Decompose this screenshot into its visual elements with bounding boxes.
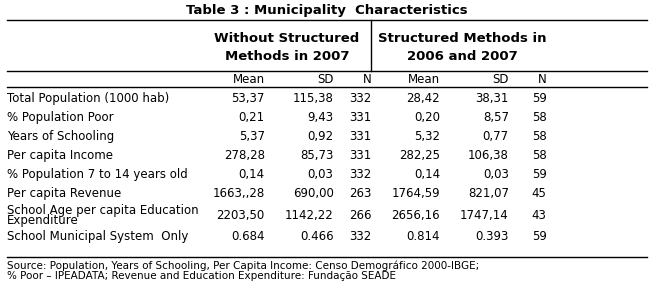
Text: School Municipal System  Only: School Municipal System Only (7, 230, 188, 243)
Text: 2203,50: 2203,50 (216, 209, 265, 222)
Text: 0,77: 0,77 (483, 130, 509, 143)
Text: 2656,16: 2656,16 (392, 209, 440, 222)
Text: 28,42: 28,42 (407, 92, 440, 105)
Text: N: N (538, 72, 547, 86)
Text: Source: Population, Years of Schooling, Per Capita Income: Censo Demográfico 200: Source: Population, Years of Schooling, … (7, 261, 479, 271)
Text: SD: SD (492, 72, 509, 86)
Text: 9,43: 9,43 (307, 111, 334, 124)
Text: 45: 45 (532, 187, 547, 200)
Text: 43: 43 (532, 209, 547, 222)
Text: 331: 331 (349, 111, 371, 124)
Text: 0.466: 0.466 (300, 230, 334, 243)
Text: 332: 332 (349, 168, 371, 181)
Text: 53,37: 53,37 (232, 92, 265, 105)
Text: 0,92: 0,92 (307, 130, 334, 143)
Text: 5,37: 5,37 (239, 130, 265, 143)
Text: % Population Poor: % Population Poor (7, 111, 113, 124)
Text: Methods in 2007: Methods in 2007 (225, 50, 349, 63)
Text: 5,32: 5,32 (414, 130, 440, 143)
Text: 266: 266 (349, 209, 371, 222)
Text: 690,00: 690,00 (293, 187, 334, 200)
Text: Total Population (1000 hab): Total Population (1000 hab) (7, 92, 169, 105)
Text: 58: 58 (532, 130, 547, 143)
Text: 1663,,28: 1663,,28 (213, 187, 265, 200)
Text: 1764,59: 1764,59 (392, 187, 440, 200)
Text: Years of Schooling: Years of Schooling (7, 130, 114, 143)
Text: 59: 59 (532, 92, 547, 105)
Text: Structured Methods in: Structured Methods in (378, 32, 547, 45)
Text: Without Structured: Without Structured (215, 32, 360, 45)
Text: 0,21: 0,21 (239, 111, 265, 124)
Text: 0,20: 0,20 (414, 111, 440, 124)
Text: 59: 59 (532, 168, 547, 181)
Text: 331: 331 (349, 149, 371, 162)
Text: 115,38: 115,38 (293, 92, 334, 105)
Text: Expenditure: Expenditure (7, 214, 78, 227)
Text: 1142,22: 1142,22 (284, 209, 334, 222)
Text: 8,57: 8,57 (483, 111, 509, 124)
Text: % Population 7 to 14 years old: % Population 7 to 14 years old (7, 168, 187, 181)
Text: 821,07: 821,07 (468, 187, 509, 200)
Text: Per capita Income: Per capita Income (7, 149, 112, 162)
Text: 332: 332 (349, 230, 371, 243)
Text: N: N (363, 72, 371, 86)
Text: 331: 331 (349, 130, 371, 143)
Text: 282,25: 282,25 (399, 149, 440, 162)
Text: Per capita Revenue: Per capita Revenue (7, 187, 121, 200)
Text: 0,14: 0,14 (414, 168, 440, 181)
Text: SD: SD (317, 72, 334, 86)
Text: 0,03: 0,03 (483, 168, 509, 181)
Text: 2006 and 2007: 2006 and 2007 (407, 50, 518, 63)
Text: 332: 332 (349, 92, 371, 105)
Text: 85,73: 85,73 (300, 149, 334, 162)
Text: 58: 58 (532, 111, 547, 124)
Text: 0,03: 0,03 (307, 168, 334, 181)
Text: 0.393: 0.393 (475, 230, 509, 243)
Text: 0.684: 0.684 (232, 230, 265, 243)
Text: 263: 263 (349, 187, 371, 200)
Text: Mean: Mean (233, 72, 265, 86)
Text: 58: 58 (532, 149, 547, 162)
Text: 278,28: 278,28 (224, 149, 265, 162)
Text: 0.814: 0.814 (407, 230, 440, 243)
Text: Table 3 : Municipality  Characteristics: Table 3 : Municipality Characteristics (186, 4, 468, 17)
Text: 1747,14: 1747,14 (460, 209, 509, 222)
Text: % Poor – IPEADATA; Revenue and Education Expenditure: Fundação SEADE: % Poor – IPEADATA; Revenue and Education… (7, 271, 396, 281)
Text: 106,38: 106,38 (468, 149, 509, 162)
Text: 59: 59 (532, 230, 547, 243)
Text: School Age per capita Education: School Age per capita Education (7, 204, 198, 217)
Text: 38,31: 38,31 (475, 92, 509, 105)
Text: Mean: Mean (408, 72, 440, 86)
Text: 0,14: 0,14 (239, 168, 265, 181)
